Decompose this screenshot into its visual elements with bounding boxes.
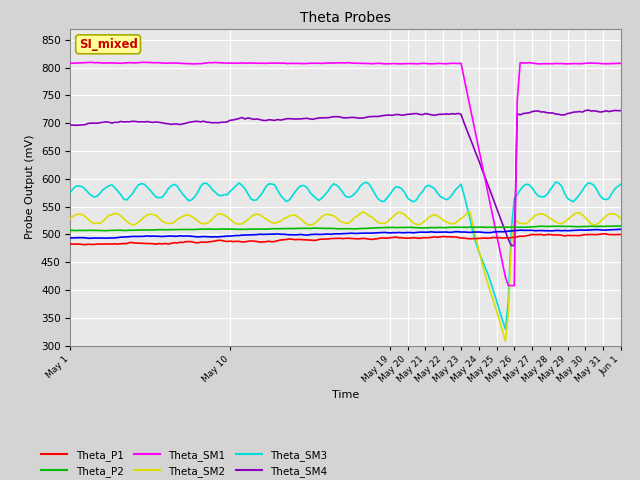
- Line: Theta_P3: Theta_P3: [70, 229, 621, 238]
- Theta_SM2: [87, 219, 95, 225]
- Theta_P2: [87, 228, 95, 233]
- Theta_SM1: [522, 60, 530, 66]
- Theta_SM3: [552, 179, 559, 185]
- Theta_SM4: [519, 110, 527, 116]
- Theta_P2: [519, 224, 527, 230]
- Theta_SM3: [428, 184, 435, 190]
- Theta_SM1: [336, 60, 344, 66]
- Line: Theta_SM4: Theta_SM4: [70, 110, 621, 246]
- Theta_SM4: [428, 112, 435, 118]
- Theta_SM1: [431, 61, 438, 67]
- Theta_P1: [81, 242, 89, 248]
- Theta_P3: [519, 228, 527, 233]
- Theta_SM2: [333, 215, 340, 221]
- Theta_SM4: [67, 122, 74, 128]
- Theta_P2: [67, 228, 74, 233]
- Theta_P1: [431, 234, 438, 240]
- Theta_SM1: [67, 60, 74, 66]
- Legend: Theta_P1, Theta_P2, Theta_P3, Theta_SM1, Theta_SM2, Theta_SM3, Theta_SM4: Theta_P1, Theta_P2, Theta_P3, Theta_SM1,…: [37, 446, 332, 480]
- Theta_P1: [617, 232, 625, 238]
- Theta_P3: [67, 235, 74, 241]
- Line: Theta_P1: Theta_P1: [70, 234, 621, 245]
- Theta_SM1: [504, 283, 512, 288]
- Theta_SM3: [513, 192, 521, 198]
- Theta_P3: [87, 235, 95, 241]
- Theta_SM2: [431, 212, 438, 217]
- Theta_P3: [513, 228, 521, 233]
- Theta_SM3: [185, 198, 193, 204]
- Theta_SM1: [87, 60, 95, 65]
- Theta_P2: [617, 223, 625, 229]
- Theta_P1: [90, 241, 98, 247]
- Text: SI_mixed: SI_mixed: [79, 38, 138, 51]
- Line: Theta_SM1: Theta_SM1: [70, 62, 621, 286]
- Theta_P1: [519, 233, 527, 239]
- Theta_P2: [513, 225, 521, 230]
- Line: Theta_P2: Theta_P2: [70, 226, 621, 231]
- Theta_SM2: [360, 209, 367, 215]
- Theta_SM3: [502, 326, 509, 332]
- Theta_SM3: [333, 182, 340, 188]
- Theta_SM1: [516, 60, 524, 66]
- Theta_P1: [188, 239, 196, 245]
- Theta_SM2: [502, 338, 509, 344]
- Theta_SM1: [188, 61, 196, 67]
- Theta_SM2: [185, 212, 193, 218]
- Theta_SM2: [67, 216, 74, 222]
- Theta_P3: [431, 229, 438, 235]
- X-axis label: Time: Time: [332, 390, 359, 400]
- Theta_SM3: [87, 192, 95, 198]
- Theta_SM1: [141, 60, 148, 65]
- Theta_SM4: [333, 114, 340, 120]
- Theta_SM3: [617, 181, 625, 187]
- Title: Theta Probes: Theta Probes: [300, 11, 391, 25]
- Theta_P3: [188, 233, 196, 239]
- Theta_SM4: [513, 111, 521, 117]
- Theta_SM3: [67, 189, 74, 195]
- Theta_SM4: [584, 107, 592, 113]
- Theta_P2: [431, 225, 438, 230]
- Theta_P1: [336, 235, 344, 241]
- Line: Theta_SM3: Theta_SM3: [70, 182, 621, 329]
- Theta_SM4: [185, 120, 193, 125]
- Theta_SM4: [87, 120, 95, 126]
- Theta_SM2: [516, 220, 524, 226]
- Y-axis label: Probe Output (mV): Probe Output (mV): [26, 135, 35, 240]
- Theta_P1: [513, 234, 521, 240]
- Theta_SM4: [617, 108, 625, 113]
- Theta_P1: [67, 241, 74, 247]
- Theta_P3: [336, 231, 344, 237]
- Theta_SM1: [617, 60, 625, 66]
- Line: Theta_SM2: Theta_SM2: [70, 212, 621, 341]
- Theta_P2: [188, 227, 196, 232]
- Theta_SM2: [617, 216, 625, 221]
- Theta_P1: [599, 231, 607, 237]
- Theta_P2: [102, 228, 109, 234]
- Theta_SM2: [522, 221, 530, 227]
- Theta_P2: [336, 226, 344, 232]
- Theta_P3: [617, 227, 625, 232]
- Theta_SM4: [508, 243, 515, 249]
- Theta_SM3: [519, 183, 527, 189]
- Theta_P3: [90, 235, 98, 241]
